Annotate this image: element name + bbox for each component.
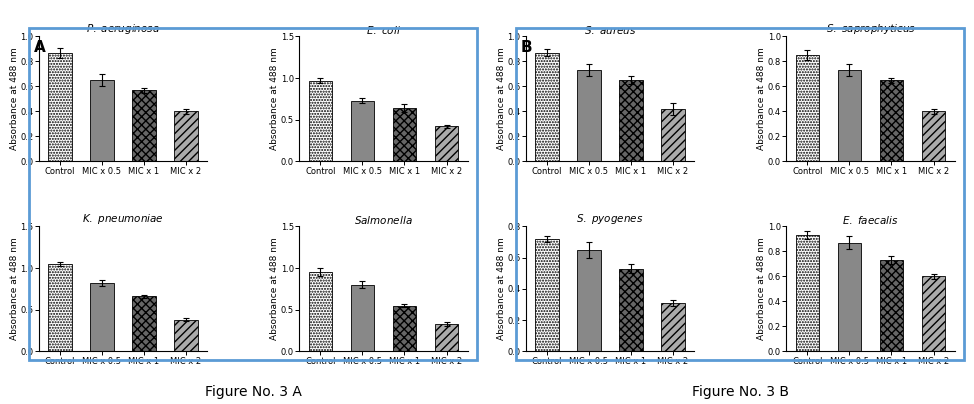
Bar <box>536 53 558 162</box>
Title: $\it{Salmonella}$: $\it{Salmonella}$ <box>355 214 413 226</box>
Bar <box>132 90 156 162</box>
Text: Figure No. 3 A: Figure No. 3 A <box>205 385 302 399</box>
Bar <box>49 264 71 351</box>
Text: A: A <box>34 40 46 55</box>
Bar <box>309 80 332 162</box>
Text: Figure No. 3 B: Figure No. 3 B <box>692 385 789 399</box>
Bar <box>838 70 861 162</box>
Bar <box>174 112 198 162</box>
Bar <box>578 250 601 351</box>
Y-axis label: Absorbance at 488 nm: Absorbance at 488 nm <box>271 48 280 150</box>
Y-axis label: Absorbance at 488 nm: Absorbance at 488 nm <box>497 238 506 340</box>
Y-axis label: Absorbance at 488 nm: Absorbance at 488 nm <box>497 48 506 150</box>
Bar <box>922 276 945 351</box>
Title: $\it{K.\ pneumoniae}$: $\it{K.\ pneumoniae}$ <box>82 213 164 226</box>
Y-axis label: Absorbance at 488 nm: Absorbance at 488 nm <box>10 238 19 340</box>
Bar <box>661 303 685 351</box>
Bar <box>393 306 416 351</box>
Bar <box>351 101 374 162</box>
Bar <box>796 55 819 162</box>
Bar <box>880 80 903 162</box>
Y-axis label: Absorbance at 488 nm: Absorbance at 488 nm <box>10 48 19 150</box>
Title: $\it{S.\ aureus}$: $\it{S.\ aureus}$ <box>583 23 636 36</box>
Bar <box>435 126 458 162</box>
Text: B: B <box>521 40 533 55</box>
Bar <box>661 109 685 162</box>
Y-axis label: Absorbance at 488 nm: Absorbance at 488 nm <box>757 238 767 340</box>
Bar <box>619 269 643 351</box>
Bar <box>49 53 71 162</box>
Bar <box>174 320 198 351</box>
Title: $\it{S.\ saprophyticus}$: $\it{S.\ saprophyticus}$ <box>826 22 916 36</box>
Bar <box>132 297 156 351</box>
Bar <box>578 70 601 162</box>
Bar <box>838 243 861 351</box>
Bar <box>796 235 819 351</box>
Bar <box>880 260 903 351</box>
Y-axis label: Absorbance at 488 nm: Absorbance at 488 nm <box>271 238 280 340</box>
Bar <box>393 108 416 162</box>
Bar <box>922 112 945 162</box>
Title: $\it{P.\ aeruginosa}$: $\it{P.\ aeruginosa}$ <box>86 22 160 36</box>
Bar <box>619 80 643 162</box>
Bar <box>309 272 332 351</box>
Title: $\it{S.\ pyogenes}$: $\it{S.\ pyogenes}$ <box>577 213 644 226</box>
Title: $\it{E.\ faecalis}$: $\it{E.\ faecalis}$ <box>843 214 899 226</box>
Bar <box>91 283 114 351</box>
Bar <box>91 80 114 162</box>
Bar <box>536 239 558 351</box>
Bar <box>435 324 458 351</box>
Bar <box>351 285 374 351</box>
Y-axis label: Absorbance at 488 nm: Absorbance at 488 nm <box>757 48 767 150</box>
Title: $\it{E.\ coli}$: $\it{E.\ coli}$ <box>366 23 401 36</box>
